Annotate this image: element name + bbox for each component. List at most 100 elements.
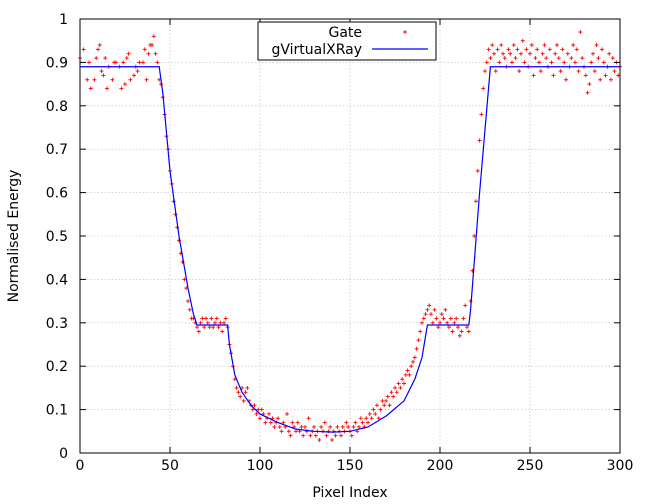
ticks: 0 50 100 150 200 250 300 0 0.1 0.2 0.3 0.4 0.5 0.6 0.7… — [46, 12, 634, 474]
gate-point — [540, 51, 545, 56]
gate-point — [306, 416, 311, 421]
gate-point — [465, 325, 469, 330]
gate-point — [326, 429, 331, 434]
gate-point — [421, 316, 426, 321]
y-tick-label: 0.1 — [46, 403, 68, 419]
gate-point — [533, 56, 538, 61]
gate-point — [369, 416, 374, 421]
gate-point — [544, 56, 549, 61]
legend: Gate gVirtualXRay — [257, 21, 437, 61]
legend-box — [257, 21, 437, 61]
gate-point — [430, 320, 435, 325]
gate-point — [123, 82, 127, 87]
gate-point — [202, 325, 207, 330]
gate-point — [594, 43, 599, 48]
gate-point — [121, 60, 126, 65]
x-tick-label: 250 — [517, 458, 544, 474]
gate-point — [142, 47, 147, 52]
legend-label-gvirtualxray: gVirtualXRay — [271, 42, 362, 58]
gate-point — [378, 407, 383, 412]
gate-point — [101, 73, 106, 78]
gate-point — [411, 359, 415, 364]
gate-point — [418, 329, 423, 334]
gate-point — [97, 43, 102, 48]
gate-point — [241, 398, 246, 403]
gate-point — [564, 77, 568, 82]
gate-point — [481, 86, 486, 91]
gate-point — [555, 43, 559, 48]
gate-point — [448, 316, 453, 321]
gate-point — [463, 303, 468, 308]
gate-point — [135, 69, 140, 74]
gate-point — [423, 312, 428, 317]
gate-point — [373, 411, 378, 416]
gate-point — [409, 364, 414, 369]
gate-point — [573, 60, 577, 65]
gate-point — [589, 60, 594, 65]
gate-point — [600, 47, 604, 52]
gate-point — [357, 424, 361, 429]
gate-point — [601, 60, 606, 65]
y-tick-label: 0.6 — [46, 186, 68, 202]
gate-point — [258, 416, 262, 421]
gate-point — [569, 56, 574, 61]
x-tick-label: 300 — [607, 458, 634, 474]
x-axis-label: Pixel Index — [312, 485, 387, 501]
gate-point — [153, 51, 158, 56]
gate-point — [425, 307, 430, 312]
gate-point — [312, 424, 316, 429]
gate-point — [216, 325, 221, 330]
gate-point — [294, 429, 298, 434]
gate-point — [609, 77, 613, 82]
gate-point — [452, 320, 457, 325]
gate-point — [85, 77, 90, 82]
gate-point — [346, 424, 351, 429]
gate-point — [209, 316, 214, 321]
gate-point — [187, 307, 192, 312]
gate-point — [587, 82, 592, 87]
gate-point — [537, 60, 541, 65]
gate-point — [528, 51, 532, 56]
gate-point — [141, 60, 145, 65]
gate-point — [414, 346, 419, 351]
gate-point — [517, 69, 522, 74]
gate-point — [547, 47, 552, 52]
gate-point — [137, 60, 142, 65]
gate-point — [88, 86, 93, 91]
gate-point — [254, 411, 259, 416]
gate-point — [574, 47, 579, 52]
gate-point — [472, 234, 477, 238]
gate-point — [204, 316, 208, 321]
gate-point — [213, 320, 217, 325]
gate-point — [596, 56, 601, 61]
gate-point — [607, 51, 612, 56]
x-tick-label: 150 — [337, 458, 364, 474]
gate-point — [450, 329, 455, 334]
gate-point — [119, 86, 124, 91]
gate-point — [340, 424, 345, 429]
gate-point — [506, 47, 511, 52]
gate-point — [501, 51, 505, 56]
y-tick-label: 0.8 — [46, 99, 68, 115]
y-axis-label: Normalised Energy — [6, 170, 22, 303]
gate-point — [150, 43, 154, 48]
gate-point — [128, 77, 133, 82]
gate-point — [492, 51, 496, 56]
gate-point — [211, 325, 216, 330]
gate-point — [447, 325, 451, 330]
gate-point — [535, 47, 540, 52]
gate-point — [186, 299, 190, 304]
gate-point — [562, 60, 567, 65]
gate-point — [344, 420, 349, 425]
gate-point — [474, 199, 478, 204]
gate-point — [407, 372, 412, 377]
gate-point — [420, 320, 424, 325]
gate-point — [268, 420, 273, 425]
gate-point — [391, 394, 396, 399]
gate-point — [263, 420, 268, 425]
gate-point — [243, 390, 248, 395]
gate-point — [461, 316, 466, 321]
gate-point — [276, 416, 280, 421]
